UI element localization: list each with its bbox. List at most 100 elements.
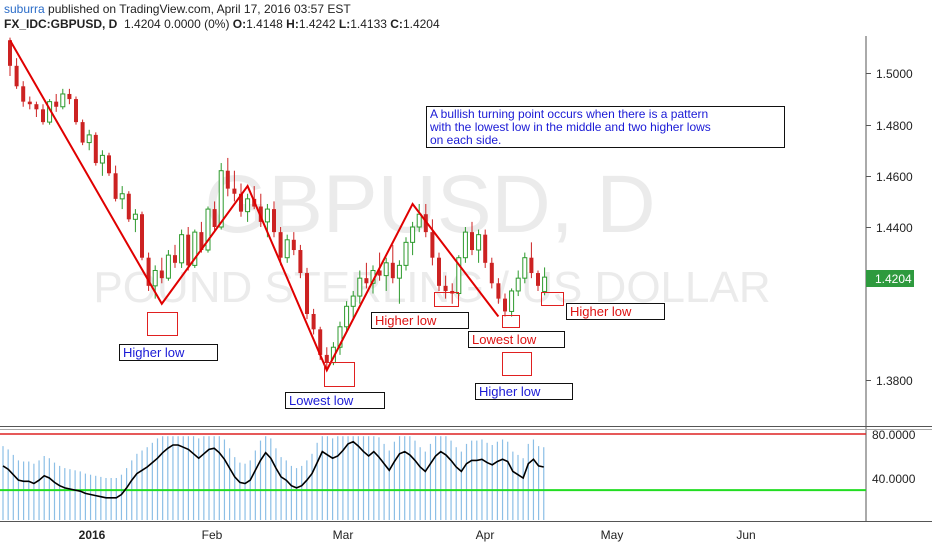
label-higher-low[interactable]: Higher low — [119, 344, 218, 361]
svg-text:Higher low: Higher low — [570, 304, 632, 319]
candle-body — [159, 270, 164, 279]
candle-body — [416, 213, 422, 228]
candle-body — [173, 255, 177, 263]
chart-header: suburra published on TradingView.com, Ap… — [4, 2, 440, 32]
candle-body — [74, 99, 78, 123]
label-higher-low[interactable]: Higher low — [475, 383, 573, 400]
close-value: 1.4204 — [402, 17, 440, 31]
candle-body — [258, 206, 263, 222]
svg-text:Lowest low: Lowest low — [289, 393, 354, 408]
low-marker-box — [502, 352, 532, 376]
zigzag-line — [9, 39, 500, 373]
price-tick: 1.4800 — [876, 119, 913, 133]
candle-body — [67, 93, 72, 100]
candle-body — [515, 277, 521, 292]
change-value: 0.0000 (0%) — [164, 17, 230, 31]
candle-body — [80, 122, 85, 143]
open-value: 1.4148 — [246, 17, 283, 31]
time-tick: Apr — [476, 528, 495, 542]
price-axis[interactable]: 1.5000 1.4800 1.4600 1.4400 1.3800 1.420… — [866, 67, 914, 388]
high-label: H: — [286, 17, 299, 31]
candle-body — [396, 264, 402, 279]
candle-body — [8, 40, 12, 66]
candle-body — [423, 214, 428, 233]
candle-body — [462, 231, 468, 259]
candle-body — [403, 241, 409, 266]
note-line: A bullish turning point occurs when ther… — [430, 107, 708, 121]
candle-body — [350, 295, 356, 307]
candle-body — [489, 262, 494, 284]
label-lowest-low[interactable]: Lowest low — [468, 331, 565, 348]
candle-body — [152, 269, 158, 287]
candle-body — [476, 234, 482, 251]
watermark-symbol: GBPUSD, D — [204, 159, 655, 250]
candle-body — [245, 198, 251, 213]
candle-body — [146, 257, 151, 286]
candle-body — [119, 193, 125, 200]
candle-body — [264, 208, 270, 223]
svg-text:Lowest low: Lowest low — [472, 332, 537, 347]
candle-body — [410, 226, 416, 243]
candle-body — [205, 208, 211, 251]
candle-body — [239, 193, 243, 212]
candles-layer — [8, 37, 548, 371]
candle-body — [60, 93, 66, 108]
low-marker-box — [147, 312, 178, 336]
candle-body — [503, 298, 507, 312]
time-tick: May — [601, 528, 624, 542]
published-text: published on TradingView.com, April 17, … — [48, 2, 351, 16]
label-higher-low[interactable]: Higher low — [371, 312, 469, 329]
label-higher-low[interactable]: Higher low — [566, 303, 665, 320]
candle-body — [344, 305, 350, 328]
zigzag-layer — [9, 39, 500, 373]
close-label: C: — [390, 17, 403, 31]
price-tick: 1.4400 — [876, 221, 913, 235]
candle-body — [383, 262, 389, 277]
candle-body — [232, 188, 237, 194]
last-price-tag — [866, 270, 914, 287]
low-marker-box — [541, 292, 564, 306]
time-tick-year: 2016 — [79, 528, 106, 542]
low-marker-box — [324, 362, 355, 387]
candle-body — [107, 155, 111, 174]
open-label: O: — [232, 17, 247, 31]
candle-body — [86, 134, 92, 144]
osc-tick: 40.0000 — [872, 472, 916, 486]
note-callout[interactable]: A bullish turning point occurs when ther… — [426, 106, 785, 148]
candle-body — [324, 354, 329, 363]
candle-body — [509, 290, 515, 312]
label-lowest-low[interactable]: Lowest low — [285, 392, 385, 409]
candle-body — [113, 173, 118, 199]
osc-tick: 80.0000 — [872, 428, 916, 442]
candle-body — [542, 276, 548, 292]
candle-body — [305, 273, 309, 314]
low-marker-box — [434, 292, 459, 307]
candle-body — [34, 104, 39, 110]
candle-body — [126, 193, 131, 220]
time-tick: Mar — [333, 528, 354, 542]
low-marker-box — [502, 315, 520, 328]
candle-body — [357, 277, 363, 297]
candle-body — [430, 232, 435, 258]
author-link[interactable]: suburra — [4, 2, 45, 16]
candle-body — [437, 257, 441, 286]
oscillator-layer — [0, 433, 866, 520]
price-tick: 1.3800 — [876, 374, 913, 388]
time-tick: Jun — [736, 528, 755, 542]
candle-body — [272, 209, 276, 233]
candle-body — [179, 234, 185, 264]
last-value: 1.4204 — [124, 17, 161, 31]
svg-text:Higher low: Higher low — [375, 313, 437, 328]
symbol-name: FX_IDC:GBPUSD, D — [4, 17, 118, 31]
candle-body — [218, 170, 224, 228]
candle-body — [54, 101, 59, 107]
oscillator-axis[interactable]: 80.0000 40.0000 — [872, 428, 916, 486]
candle-body — [41, 109, 45, 123]
candle-body — [278, 232, 283, 258]
time-axis[interactable]: 2016 Feb Mar Apr May Jun — [79, 528, 756, 542]
candle-body — [536, 273, 540, 286]
candle-body — [199, 232, 204, 251]
note-line: on each side. — [430, 133, 501, 147]
watermark-description: POUND STERLING / US DOLLAR — [93, 263, 770, 312]
